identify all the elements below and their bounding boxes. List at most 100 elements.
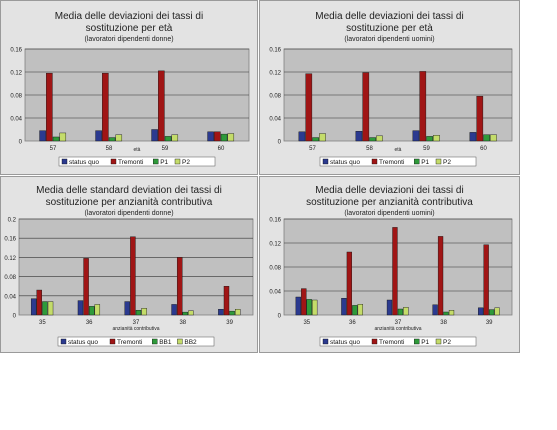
y-tick-label: 0.04: [10, 117, 22, 123]
bar-tremonti: [83, 258, 89, 316]
legend-swatch: [152, 158, 159, 165]
bar-p2: [312, 299, 318, 316]
bar-bb2: [141, 308, 147, 316]
y-tick-label: 0.16: [4, 237, 16, 243]
y-tick-label: 0: [19, 140, 23, 146]
bar-status-quo: [432, 304, 438, 316]
x-tick-label: 59: [423, 146, 430, 152]
legend-swatch: [174, 158, 181, 165]
y-tick-label: 0.16: [10, 48, 22, 54]
bar-tremonti: [392, 227, 398, 316]
bar-status-quo: [341, 297, 347, 316]
legend-box: [57, 336, 215, 347]
x-tick-label: 60: [218, 146, 225, 152]
y-tick-label: 0: [13, 314, 17, 320]
legend-label: P2: [443, 159, 451, 166]
legend-box: [319, 336, 477, 347]
bar-tremonti: [176, 257, 183, 316]
legend-label: Tremonti: [379, 339, 404, 346]
legend-label: Tremonti: [379, 159, 404, 166]
legend-swatch: [413, 158, 420, 165]
x-tick-label: 35: [303, 320, 310, 326]
legend-swatch: [371, 158, 378, 165]
bar-p2: [227, 133, 235, 142]
legend-label: status quo: [330, 339, 360, 346]
bar-p2: [171, 134, 179, 142]
y-tick-label: 0.08: [269, 266, 281, 272]
y-tick-label: 0: [278, 140, 282, 146]
legend-label: status quo: [68, 339, 98, 346]
y-tick-label: 0.04: [4, 294, 16, 300]
x-tick-label: 60: [480, 146, 487, 152]
legend-swatch: [177, 338, 183, 345]
y-tick-label: 0.04: [269, 117, 281, 123]
chart-subtitle: (lavoratori dipendenti donne): [84, 36, 174, 43]
x-tick-label: 39: [486, 320, 493, 326]
bar-p2: [59, 132, 67, 142]
x-tick-label: 37: [133, 320, 140, 326]
x-axis-label: età: [134, 147, 141, 153]
y-tick-label: 0.04: [269, 290, 281, 296]
bar-p2: [448, 309, 455, 316]
legend-swatch: [435, 338, 442, 345]
legend-label: P1: [421, 339, 429, 346]
y-tick-label: 0.08: [10, 94, 22, 100]
x-tick-label: 57: [309, 146, 316, 152]
bar-status-quo: [469, 132, 477, 142]
legend-box: [58, 156, 216, 167]
bar-p2: [376, 135, 383, 142]
bar-p2: [494, 307, 500, 316]
bar-bb2: [47, 301, 54, 316]
bar-bb1: [135, 309, 142, 316]
bar-tremonti: [301, 288, 307, 316]
chart-plot-svg: 0 0.04 0.08 0.12 0.16 57 58 59 60 età status quo Tr…: [10, 48, 250, 167]
y-tick-label: 0.08: [4, 275, 16, 281]
bar-bb1: [42, 301, 48, 316]
legend-label: P1: [421, 159, 429, 166]
chart-title-line1: Media delle deviazioni dei tassi di: [315, 11, 464, 22]
legend-swatch: [413, 338, 420, 345]
legend-label: P1: [160, 159, 168, 166]
chart-panel-seniority-women: Media delle standard deviation dei tassi…: [0, 176, 258, 353]
bar-tremonti: [305, 73, 313, 142]
bar-tremonti: [158, 70, 165, 142]
y-tick-label: 0.12: [269, 242, 281, 248]
bar-tremonti: [130, 236, 136, 316]
x-tick-label: 36: [349, 320, 356, 326]
x-tick-label: 58: [366, 146, 373, 152]
bar-tremonti: [36, 289, 43, 316]
bar-tremonti: [483, 244, 489, 316]
bar-status-quo: [295, 296, 301, 316]
chart-subtitle: (lavoratori dipendenti donne): [84, 210, 174, 217]
bar-p1: [369, 137, 376, 142]
legend-swatch: [435, 158, 442, 165]
chart-panel-seniority-men: Media delle deviazioni dei tassi di sost…: [259, 176, 520, 353]
legend-swatch: [60, 338, 67, 345]
bar-status-quo: [151, 129, 158, 142]
bar-status-quo: [207, 131, 214, 142]
legend-swatch: [322, 158, 329, 165]
bar-p1: [483, 134, 490, 142]
y-tick-label: 0: [278, 314, 282, 320]
chart-plot-svg: 0 0.04 0.08 0.12 0.16 0.2 35 36 37 38 39 anzianità …: [4, 218, 254, 347]
bar-p1: [306, 299, 312, 316]
legend-label: status quo: [69, 159, 99, 166]
legend-label: P2: [443, 339, 451, 346]
chart-title-line1: Media delle deviazioni dei tassi di: [54, 11, 204, 22]
x-tick-label: 36: [86, 320, 93, 326]
bar-tremonti: [437, 236, 444, 316]
x-tick-label: 35: [39, 320, 46, 326]
y-tick-label: 0.12: [10, 71, 22, 77]
bar-status-quo: [478, 307, 484, 316]
bar-status-quo: [412, 130, 420, 142]
chart-title-line2: sostituzione per età: [85, 23, 173, 34]
bar-p1: [312, 137, 319, 142]
x-axis-label: anzianità contributiva: [113, 326, 160, 332]
bar-status-quo: [30, 298, 37, 316]
legend-swatch: [322, 338, 329, 345]
plot-area: [18, 218, 254, 316]
bar-p2: [433, 135, 440, 142]
bar-status-quo: [95, 130, 102, 142]
bar-tremonti: [46, 72, 53, 142]
x-tick-label: 38: [440, 320, 447, 326]
